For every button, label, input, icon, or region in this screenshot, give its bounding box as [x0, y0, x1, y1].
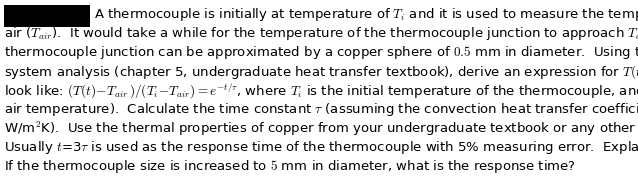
Text: look like: $(T(t)\!-\!T_{air}\,)/(T_i\!-\!T_{air}) = e^{-t/\tau}$, where $T_i$ i: look like: $(T(t)\!-\!T_{air}\,)/(T_i\!-…: [4, 82, 638, 101]
Text: system analysis (chapter 5, undergraduate heat transfer textbook), derive an exp: system analysis (chapter 5, undergraduat…: [4, 63, 638, 81]
Text: air temperature).  Calculate the time constant $\tau$ (assuming the convection h: air temperature). Calculate the time con…: [4, 101, 638, 118]
Text: thermocouple junction can be approximated by a copper sphere of $0.5$ mm in diam: thermocouple junction can be approximate…: [4, 44, 638, 61]
Text: Usually $t$=3$\tau$ is used as the response time of the thermocouple with 5% mea: Usually $t$=3$\tau$ is used as the respo…: [4, 139, 638, 156]
Text: W/m$^2$K).  Use the thermal properties of copper from your undergraduate textboo: W/m$^2$K). Use the thermal properties of…: [4, 120, 638, 138]
Bar: [4, 5, 90, 27]
Text: air ($T_{air}$).  It would take a while for the temperature of the thermocouple : air ($T_{air}$). It would take a while f…: [4, 25, 638, 42]
Text: A thermocouple is initially at temperature of $T_i$ and it is used to measure th: A thermocouple is initially at temperatu…: [94, 6, 638, 23]
Text: If the thermocouple size is increased to $5$ mm in diameter, what is the respons: If the thermocouple size is increased to…: [4, 158, 575, 175]
